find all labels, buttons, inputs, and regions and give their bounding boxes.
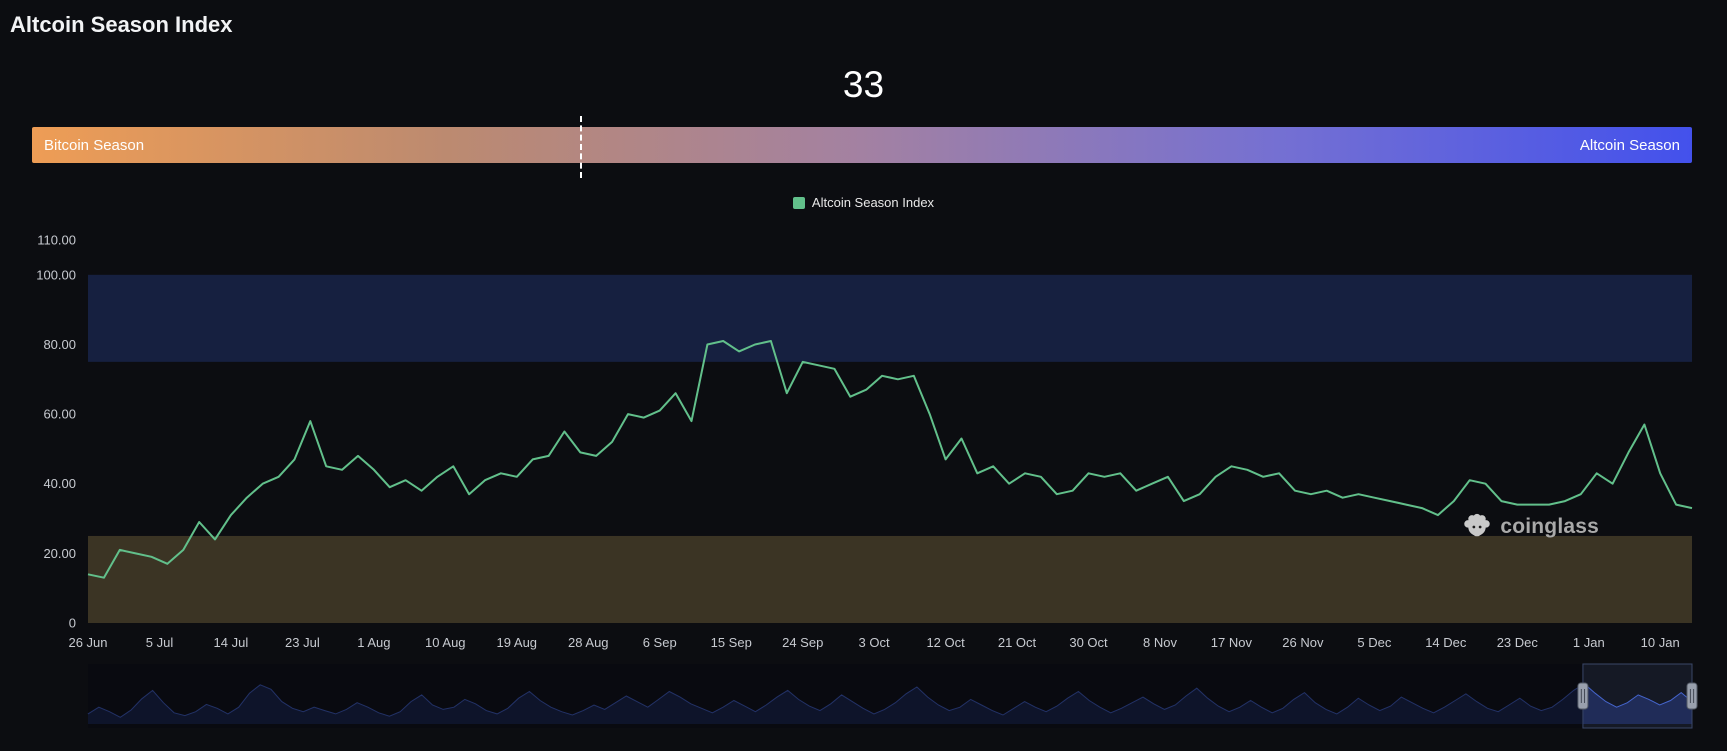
legend-marker-icon	[792, 196, 805, 209]
y-axis-label: 0	[69, 616, 76, 631]
gauge-value-marker	[579, 116, 582, 178]
x-axis-label: 14 Dec	[1425, 635, 1467, 650]
x-axis-label: 1 Jan	[1573, 635, 1605, 650]
x-axis-label: 8 Nov	[1143, 635, 1177, 650]
legend-label: Altcoin Season Index	[811, 195, 935, 210]
x-axis-label: 30 Oct	[1069, 635, 1108, 650]
chart-legend-item[interactable]: Altcoin Season Index	[0, 195, 1727, 210]
current-index-value: 33	[842, 64, 885, 105]
coinglass-watermark: coinglass	[1462, 512, 1599, 542]
x-axis-label: 23 Jul	[285, 635, 320, 650]
x-axis-label: 26 Jun	[68, 635, 107, 650]
y-axis-label: 20.00	[43, 546, 76, 561]
x-axis-label: 1 Aug	[357, 635, 390, 650]
navigator-handle-left[interactable]	[1577, 682, 1589, 710]
bitcoin-season-label: Bitcoin Season	[44, 136, 145, 154]
x-axis-label: 5 Jul	[146, 635, 174, 650]
x-axis-label: 21 Oct	[998, 635, 1037, 650]
x-axis-label: 12 Oct	[926, 635, 965, 650]
y-axis-label: 100.00	[36, 267, 76, 282]
coinglass-watermark-text: coinglass	[1500, 515, 1599, 538]
x-axis-label: 28 Aug	[568, 635, 609, 650]
y-axis-label: 80.00	[43, 337, 76, 352]
main-chart: 0 20.00 40.00 60.00 80.00 100.00 110.00 26 Jun 5…	[36, 233, 1693, 650]
x-axis-label: 6 Sep	[643, 635, 677, 650]
y-axis-label: 110.00	[37, 233, 76, 248]
plot-band-0	[88, 274, 1692, 362]
season-gauge-bar: Bitcoin Season Altcoin Season	[32, 127, 1692, 163]
altcoin-season-label: Altcoin Season	[1579, 136, 1680, 154]
page-title: Altcoin Season Index	[10, 12, 233, 37]
navigator-handle-right[interactable]	[1686, 682, 1698, 710]
range-navigator[interactable]	[0, 660, 1727, 730]
x-axis-label: 14 Jul	[214, 635, 249, 650]
x-axis-label: 5 Dec	[1357, 635, 1391, 650]
navigator-mask-outside	[88, 664, 1583, 728]
x-axis-label: 23 Dec	[1497, 635, 1539, 650]
x-axis-label: 3 Oct	[859, 635, 890, 650]
y-axis-label: 60.00	[43, 407, 76, 422]
series-line-altcoin-season-index	[87, 340, 1693, 579]
coinglass-logo-icon	[1464, 513, 1491, 537]
plot-band-1	[88, 535, 1692, 623]
x-axis-label: 24 Sep	[782, 635, 823, 650]
navigator-selection-window[interactable]	[1582, 663, 1693, 729]
season-gauge: Bitcoin Season Altcoin Season	[32, 116, 1692, 178]
x-axis-label: 10 Jan	[1641, 635, 1680, 650]
x-axis-label: 26 Nov	[1282, 635, 1324, 650]
x-axis-label: 10 Aug	[425, 635, 466, 650]
x-axis-label: 17 Nov	[1211, 635, 1253, 650]
x-axis-label: 15 Sep	[711, 635, 752, 650]
y-axis-label: 40.00	[43, 476, 76, 491]
x-axis-label: 19 Aug	[497, 635, 538, 650]
